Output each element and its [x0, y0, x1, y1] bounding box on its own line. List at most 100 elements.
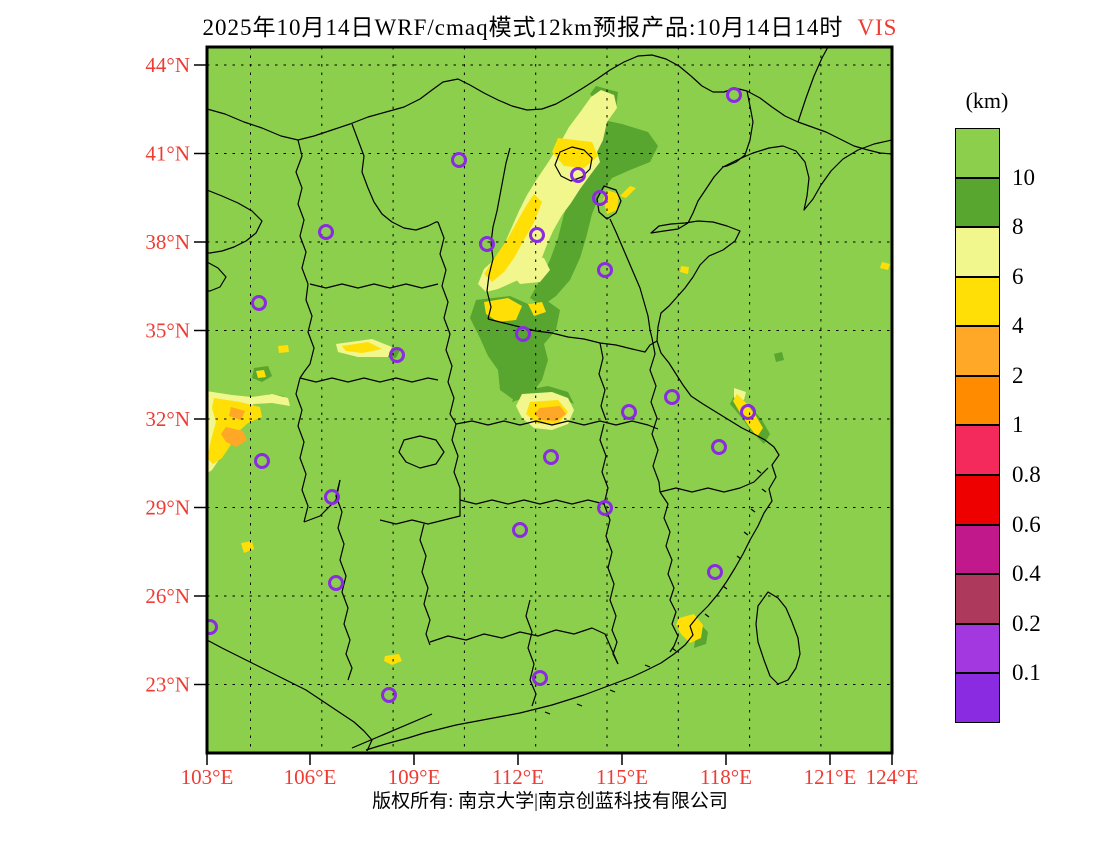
province-boundary: [486, 147, 511, 320]
lon-tick-label: 112°E: [492, 765, 544, 789]
legend-threshold-label: 8: [1012, 214, 1024, 240]
haze-patch-sichuan-orange-b: [229, 407, 245, 420]
title-text: 2025年10月14日WRF/cmaq模式12km预报产品:10月14日14时: [202, 15, 844, 40]
province-boundary: [295, 139, 309, 285]
lon-tick-label: 106°E: [284, 765, 337, 789]
legend-threshold-label: 0.4: [1012, 561, 1041, 587]
city-marker: [381, 687, 397, 703]
province-boundary: [659, 467, 769, 493]
city-marker: [512, 522, 528, 538]
city-marker: [707, 564, 723, 580]
legend-box-2: [955, 227, 1000, 277]
city-marker: [479, 236, 495, 252]
legend-unit-label: (km): [965, 88, 1009, 113]
haze-patch-streak-yellow-core: [342, 342, 382, 353]
legend-box-7: [955, 475, 1000, 525]
city-marker: [532, 670, 548, 686]
city-marker: [251, 295, 267, 311]
city-marker: [254, 453, 270, 469]
province-boundary: [743, 531, 749, 536]
city-marker: [664, 389, 680, 405]
legend-box-1: [955, 177, 1000, 228]
lat-tick-label: 23°N: [145, 673, 190, 697]
lat-tick-label: 38°N: [145, 230, 190, 254]
province-boundary: [207, 189, 263, 254]
province-boundary: [576, 703, 583, 707]
province-boundary: [649, 337, 661, 493]
lon-tick-label: 118°E: [700, 765, 752, 789]
city-marker: [592, 190, 608, 206]
province-boundary: [207, 54, 892, 155]
lat-tick-label: 44°N: [145, 53, 190, 77]
lon-tick-label: 121°E: [804, 765, 857, 789]
city-marker: [597, 262, 613, 278]
haze-patch-central-blob-sage-fringe: [512, 386, 574, 404]
legend-threshold-label: 0.2: [1012, 610, 1041, 636]
province-boundary: [299, 377, 439, 383]
province-boundary: [207, 639, 373, 752]
lat-tick-label: 32°N: [145, 407, 190, 431]
haze-patch-tianjin-yellow-streak: [620, 186, 636, 198]
province-boundary: [609, 689, 616, 693]
province-boundary: [455, 420, 659, 430]
province-boundary: [379, 500, 461, 525]
map-content: [207, 47, 892, 753]
legend-box-8: [955, 524, 1000, 575]
legend-box-0: [955, 128, 1000, 178]
haze-patch-sichuan-orange-a: [221, 427, 247, 447]
lat-tick-label: 41°N: [145, 142, 190, 166]
legend-threshold-label: 2: [1012, 362, 1024, 388]
province-boundary: [437, 221, 457, 425]
city-marker: [389, 347, 405, 363]
city-marker: [324, 489, 340, 505]
lon-tick-label: 124°E: [866, 765, 919, 789]
city-marker: [597, 500, 613, 516]
haze-patch-jinan-yellow-a: [484, 298, 522, 322]
legend-box-9: [955, 574, 1000, 624]
lon-tick-label: 103°E: [181, 765, 234, 789]
legend-threshold-label: 0.1: [1012, 660, 1041, 686]
province-boundary: [309, 283, 439, 289]
lat-tick-label: 29°N: [145, 496, 190, 520]
haze-patch-yellow-dot-f: [880, 262, 890, 270]
province-boundary: [351, 713, 433, 749]
haze-patch-east-sage-dot: [774, 352, 784, 362]
city-marker: [740, 404, 756, 420]
city-marker: [207, 619, 218, 635]
province-boundary: [207, 261, 227, 292]
province-boundary: [398, 435, 445, 469]
city-marker: [328, 575, 344, 591]
page-title: 2025年10月14日WRF/cmaq模式12km预报产品:10月14日14时 V…: [0, 8, 1100, 42]
province-boundary: [596, 185, 622, 220]
legend-threshold-label: 0.8: [1012, 462, 1041, 488]
province-boundary: [351, 123, 438, 231]
city-marker: [726, 87, 742, 103]
haze-patch-shandong-west-sage-blob: [470, 296, 560, 400]
province-boundary: [750, 508, 756, 513]
province-boundary: [365, 139, 892, 751]
legend-box-3: [955, 276, 1000, 327]
legend-box-5: [955, 375, 1000, 426]
province-boundary: [303, 479, 341, 523]
map-frame: [205, 45, 894, 755]
lat-tick-label: 26°N: [145, 584, 190, 608]
province-boundary: [335, 479, 353, 681]
province-boundary: [736, 555, 742, 560]
city-marker: [529, 227, 545, 243]
legend-box-10: [955, 623, 1000, 674]
city-marker: [621, 404, 637, 420]
province-boundary: [554, 146, 593, 182]
province-boundary: [459, 499, 605, 505]
city-marker: [711, 439, 727, 455]
lon-tick-label: 109°E: [388, 765, 441, 789]
province-boundary: [609, 218, 653, 339]
legend-threshold-label: 10: [1012, 164, 1035, 190]
haze-patch-fujian-yellow-spot: [676, 614, 703, 643]
haze-patch-hebei-band-east-fringe: [530, 118, 658, 306]
province-boundary: [451, 423, 461, 500]
city-marker: [570, 167, 586, 183]
province-boundary: [429, 627, 619, 665]
province-boundary: [797, 47, 829, 123]
